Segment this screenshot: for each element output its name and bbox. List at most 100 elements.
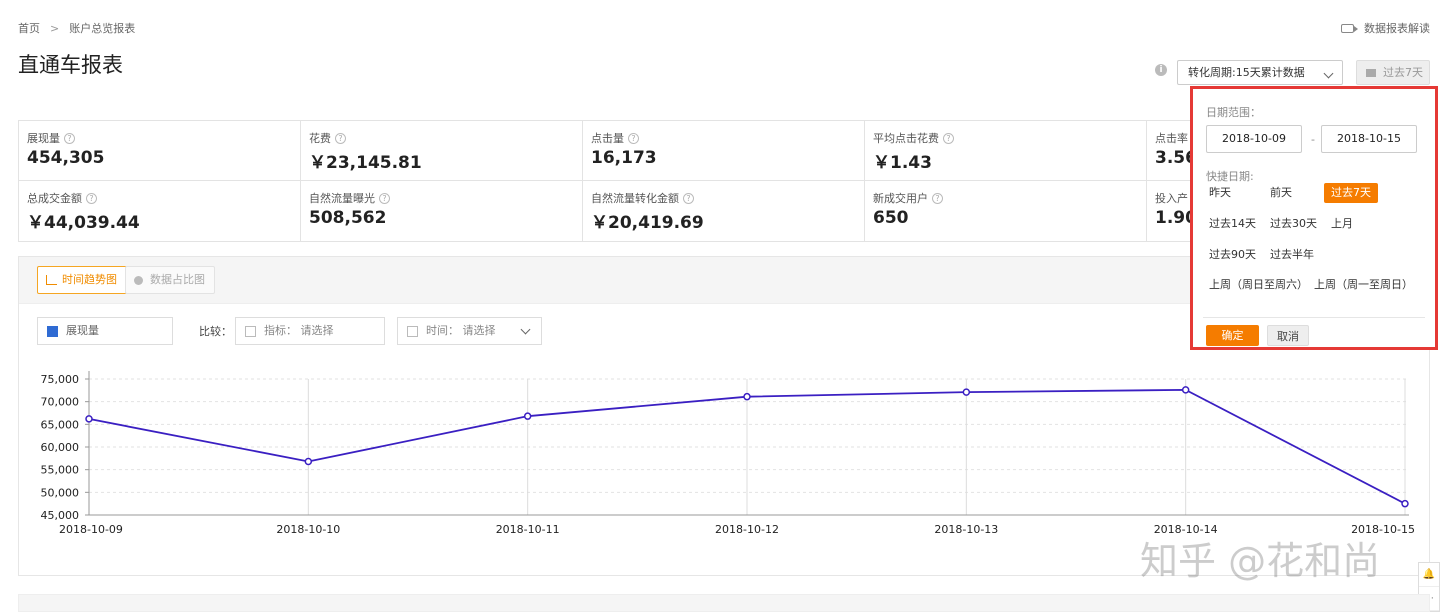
compare-label: 比较： bbox=[199, 325, 232, 338]
compare-time-select[interactable]: 时间： 请选择 bbox=[397, 317, 542, 345]
y-tick-label: 50,000 bbox=[41, 486, 80, 499]
data-point bbox=[85, 415, 93, 423]
metric-card: 自然流量转化金额? ￥20,419.69 bbox=[583, 181, 865, 241]
metric-value: ￥1.43 bbox=[873, 153, 932, 173]
metric-card: 点击量? 16,173 bbox=[583, 121, 865, 181]
metric-label: 展现量? bbox=[27, 130, 75, 146]
y-tick-label: 55,000 bbox=[41, 464, 80, 477]
report-help-link[interactable]: 数据报表解读 bbox=[1341, 20, 1430, 36]
compare-metric-select[interactable]: 指标： 请选择 bbox=[235, 317, 385, 345]
x-tick-label: 2018-10-14 bbox=[1154, 523, 1218, 536]
metric-label-text: 平均点击花费 bbox=[873, 132, 939, 145]
metric-card: 花费? ￥23,145.81 bbox=[301, 121, 583, 181]
tab-time-trend-label: 时间趋势图 bbox=[62, 273, 117, 286]
quick-date-option[interactable]: 过去14天 bbox=[1209, 217, 1256, 230]
help-icon[interactable]: ? bbox=[335, 132, 346, 144]
metrics-grid: 展现量? 454,305 花费? ￥23,145.81 点击量? 16,173 平均点击花费… bbox=[18, 120, 1430, 242]
metric-card: 总成交金额? ￥44,039.44 bbox=[19, 181, 301, 241]
metric-label-text: 点击量 bbox=[591, 132, 624, 145]
quick-date-option[interactable]: 上月 bbox=[1331, 217, 1353, 230]
quick-date-option[interactable]: 上周（周一至周日） bbox=[1314, 278, 1413, 291]
data-point bbox=[523, 412, 532, 420]
tab-data-share-label: 数据占比图 bbox=[150, 273, 205, 286]
help-icon[interactable]: ? bbox=[683, 192, 694, 204]
metric-label-text: 自然流量转化金额 bbox=[591, 192, 679, 205]
quick-date-option[interactable]: 过去30天 bbox=[1270, 217, 1317, 230]
confirm-button[interactable]: 确定 bbox=[1206, 325, 1259, 346]
metric-label: 点击量? bbox=[591, 130, 639, 146]
metric-card: 投入产 1.90 bbox=[1147, 181, 1429, 241]
quick-date-label: 快捷日期: bbox=[1206, 170, 1254, 183]
metric-label: 平均点击花费? bbox=[873, 130, 954, 146]
quick-date-option[interactable]: 昨天 bbox=[1209, 186, 1231, 199]
data-point bbox=[1181, 386, 1190, 394]
help-icon[interactable]: ? bbox=[64, 132, 75, 144]
metric-value: 3.56 bbox=[1155, 148, 1197, 168]
x-tick-label: 2018-10-10 bbox=[276, 523, 340, 536]
metric-label: 投入产 bbox=[1155, 190, 1188, 206]
quick-date-option[interactable]: 过去90天 bbox=[1209, 248, 1256, 261]
help-icon[interactable]: ? bbox=[628, 132, 639, 144]
page-title: 直通车报表 bbox=[18, 53, 123, 77]
cancel-button[interactable]: 取消 bbox=[1267, 325, 1309, 346]
date-range-popup: 日期范围： 2018-10-09 - 2018-10-15 快捷日期: 昨天 前天… bbox=[1190, 86, 1438, 350]
video-icon bbox=[1341, 23, 1358, 33]
metric-value: 16,173 bbox=[591, 148, 657, 168]
y-tick-label: 70,000 bbox=[41, 396, 80, 409]
y-tick-label: 45,000 bbox=[41, 509, 80, 522]
metric-card: 新成交用户? 650 bbox=[865, 181, 1147, 241]
help-icon[interactable]: ? bbox=[86, 192, 97, 204]
metric-label-text: 点击率 bbox=[1155, 132, 1188, 145]
x-tick-label: 2018-10-11 bbox=[496, 523, 560, 536]
metric-label: 花费? bbox=[309, 130, 346, 146]
compare-time-placeholder: 时间： 请选择 bbox=[426, 324, 496, 337]
metric-card: 展现量? 454,305 bbox=[19, 121, 301, 181]
metric-value: ￥23,145.81 bbox=[309, 153, 422, 173]
calendar-icon bbox=[1366, 69, 1376, 77]
breadcrumb-home-link[interactable]: 首页 bbox=[18, 22, 40, 35]
compare-time-checkbox[interactable] bbox=[407, 326, 418, 337]
watermark-text: 知乎 @花和尚 bbox=[1140, 539, 1381, 583]
chevron-down-icon bbox=[1323, 68, 1334, 79]
chart-metric-select[interactable]: 展现量 bbox=[37, 317, 173, 345]
breadcrumb-separator-icon: > bbox=[50, 21, 60, 35]
series-color-swatch bbox=[47, 326, 58, 337]
metric-value: 508,562 bbox=[309, 208, 387, 228]
help-icon[interactable]: ? bbox=[932, 192, 943, 204]
conversion-cycle-value: 转化周期:15天累计数据 bbox=[1188, 66, 1305, 79]
metric-label: 自然流量转化金额? bbox=[591, 190, 694, 206]
metric-card: 自然流量曝光? 508,562 bbox=[301, 181, 583, 241]
help-icon[interactable]: ? bbox=[943, 132, 954, 144]
data-point bbox=[1401, 499, 1409, 508]
date-range-button[interactable]: 过去7天 bbox=[1356, 60, 1430, 85]
quick-date-option[interactable]: 前天 bbox=[1270, 186, 1292, 199]
quick-date-option[interactable]: 过去半年 bbox=[1270, 248, 1314, 261]
tab-time-trend[interactable]: 时间趋势图 bbox=[37, 266, 127, 294]
y-tick-label: 60,000 bbox=[41, 441, 80, 454]
start-date-input[interactable]: 2018-10-09 bbox=[1206, 125, 1302, 153]
metric-label: 总成交金额? bbox=[27, 190, 97, 206]
x-tick-label: 2018-10-15 bbox=[1351, 523, 1415, 536]
line-chart-icon bbox=[46, 275, 57, 285]
conversion-cycle-select[interactable]: 转化周期:15天累计数据 bbox=[1177, 60, 1343, 85]
quick-date-option[interactable]: 过去7天 bbox=[1324, 183, 1378, 203]
metric-value: 650 bbox=[873, 208, 909, 228]
y-tick-label: 75,000 bbox=[41, 373, 80, 386]
date-range-label: 日期范围： bbox=[1206, 106, 1261, 119]
metric-value: ￥20,419.69 bbox=[591, 213, 704, 233]
data-point bbox=[962, 388, 971, 396]
compare-metric-placeholder: 指标： 请选择 bbox=[264, 324, 334, 337]
notification-icon[interactable]: 🔔 bbox=[1419, 563, 1439, 587]
metric-label: 点击率 bbox=[1155, 130, 1188, 146]
tab-data-share[interactable]: 数据占比图 bbox=[125, 266, 215, 294]
x-tick-label: 2018-10-09 bbox=[59, 523, 123, 536]
info-icon[interactable]: i bbox=[1155, 64, 1167, 76]
metric-value: 1.90 bbox=[1155, 208, 1197, 228]
end-date-input[interactable]: 2018-10-15 bbox=[1321, 125, 1417, 153]
help-icon[interactable]: ? bbox=[379, 192, 390, 204]
metric-label-text: 花费 bbox=[309, 132, 331, 145]
compare-metric-checkbox[interactable] bbox=[245, 326, 256, 337]
quick-date-option[interactable]: 上周（周日至周六） bbox=[1209, 278, 1308, 291]
data-point bbox=[743, 392, 751, 401]
y-tick-label: 65,000 bbox=[41, 418, 80, 431]
